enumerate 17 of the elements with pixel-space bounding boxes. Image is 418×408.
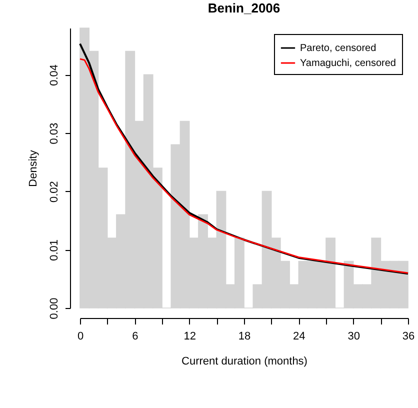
chart-title: Benin_2006 xyxy=(208,0,280,16)
legend-label: Pareto, censored xyxy=(300,43,376,54)
y-tick-label: 0.00 xyxy=(48,298,60,320)
y-tick-label: 0.02 xyxy=(48,181,60,203)
y-tick-label: 0.03 xyxy=(48,122,60,144)
y-axis-title: Density xyxy=(28,150,40,187)
x-tick-label: 18 xyxy=(238,330,251,342)
legend-label: Yamaguchi, censored xyxy=(300,58,396,69)
x-tick-label: 6 xyxy=(132,330,138,342)
x-tick-label: 0 xyxy=(77,330,84,342)
y-tick-label: 0.04 xyxy=(48,64,60,86)
x-tick-label: 12 xyxy=(184,330,196,342)
y-tick-label: 0.01 xyxy=(48,239,60,261)
x-tick-label: 36 xyxy=(402,330,415,342)
x-axis-title: Current duration (months) xyxy=(182,356,308,368)
x-tick-label: 24 xyxy=(293,330,306,342)
x-tick-label: 30 xyxy=(348,330,360,342)
